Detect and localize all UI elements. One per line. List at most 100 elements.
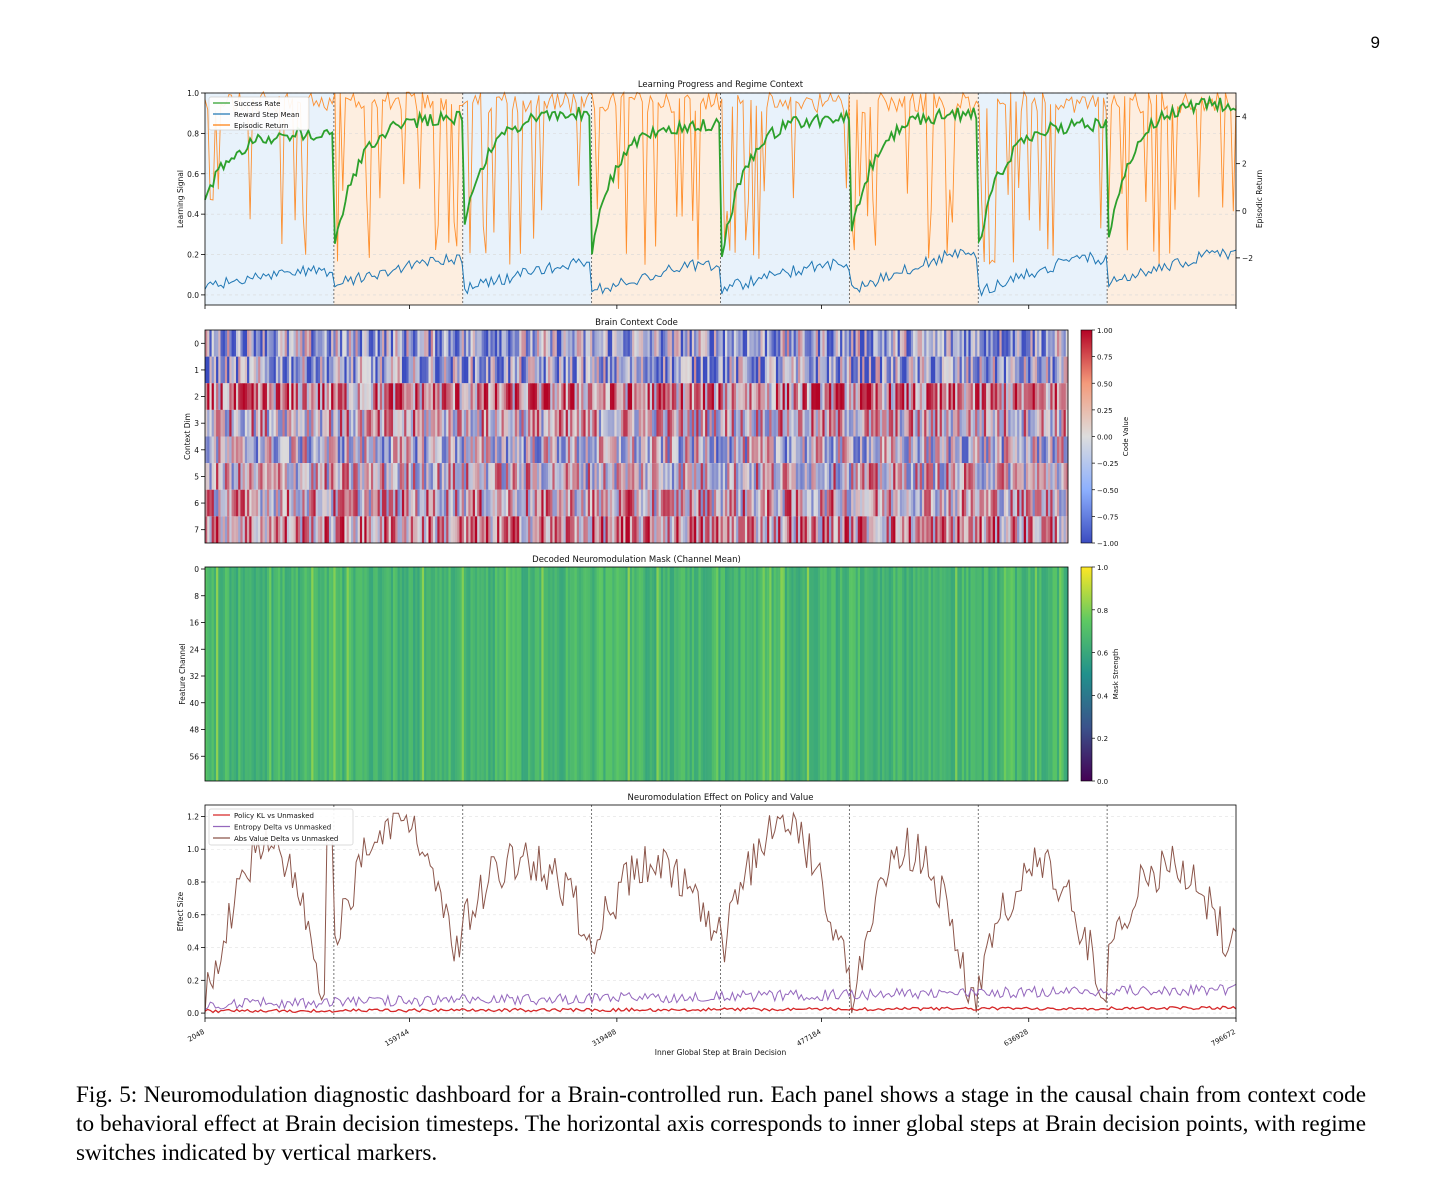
heatmap-cell bbox=[848, 516, 852, 544]
heatmap-column bbox=[452, 567, 456, 781]
heatmap-cell bbox=[937, 516, 940, 544]
heatmap-cell bbox=[897, 383, 901, 410]
heatmap-column bbox=[640, 567, 644, 781]
heatmap-column bbox=[702, 567, 706, 781]
heatmap-cell bbox=[592, 330, 595, 357]
heatmap-column bbox=[269, 567, 272, 781]
heatmap-cell bbox=[933, 409, 936, 437]
heatmap-cell bbox=[884, 489, 887, 517]
heatmap-cell bbox=[550, 330, 553, 357]
heatmap-cell bbox=[705, 516, 708, 544]
heatmap-cell bbox=[687, 409, 690, 437]
heatmap-column bbox=[468, 567, 471, 781]
heatmap-column bbox=[733, 567, 737, 781]
heatmap-cell bbox=[413, 489, 416, 517]
heatmap-cell bbox=[207, 330, 210, 357]
heatmap-cell bbox=[331, 330, 334, 357]
heatmap-cell bbox=[481, 436, 485, 464]
heatmap-cell bbox=[413, 330, 416, 357]
heatmap-cell bbox=[986, 330, 989, 357]
series-policy-kl bbox=[204, 1005, 1237, 1014]
heatmap-column bbox=[293, 567, 297, 781]
heatmap-cell bbox=[229, 330, 232, 357]
heatmap-cell bbox=[373, 356, 376, 384]
heatmap-cell bbox=[373, 383, 376, 410]
heatmap-cell bbox=[572, 356, 575, 384]
heatmap-column bbox=[266, 567, 270, 781]
heatmap-cell bbox=[829, 516, 832, 544]
heatmap-cell bbox=[899, 356, 903, 384]
heatmap-cell bbox=[658, 383, 662, 410]
heatmap-cell bbox=[291, 463, 294, 490]
heatmap-cell bbox=[512, 409, 516, 437]
heatmap-cell bbox=[255, 463, 259, 490]
heatmap-cell bbox=[1061, 356, 1064, 384]
heatmap-cell bbox=[441, 463, 445, 490]
heatmap-cell bbox=[778, 330, 781, 357]
heatmap-cell bbox=[924, 409, 927, 437]
heatmap-column bbox=[481, 567, 485, 781]
heatmap-cell bbox=[550, 356, 553, 384]
heatmap-cell bbox=[988, 516, 991, 544]
heatmap-cell bbox=[868, 463, 872, 490]
heatmap-column bbox=[1041, 567, 1044, 781]
heatmap-cell bbox=[424, 409, 427, 437]
heatmap-cell bbox=[468, 463, 471, 490]
heatmap-cell bbox=[762, 356, 766, 384]
heatmap-cell bbox=[992, 489, 996, 517]
heatmap-cell bbox=[227, 330, 230, 357]
heatmap-cell bbox=[220, 516, 223, 544]
heatmap-column bbox=[1019, 567, 1022, 781]
heatmap-cell bbox=[205, 489, 208, 517]
heatmap-cell bbox=[948, 463, 952, 490]
heatmap-cell bbox=[344, 489, 347, 517]
heatmap-cell bbox=[882, 489, 885, 517]
heatmap-cell bbox=[320, 409, 323, 437]
heatmap-cell bbox=[760, 383, 763, 410]
heatmap-cell bbox=[769, 330, 772, 357]
heatmap-cell bbox=[278, 516, 281, 544]
heatmap-column bbox=[678, 567, 682, 781]
heatmap-column bbox=[315, 567, 319, 781]
heatmap-cell bbox=[983, 436, 987, 464]
y-axis-label: Learning Signal bbox=[176, 170, 185, 228]
heatmap-cell bbox=[563, 409, 566, 437]
heatmap-cell bbox=[616, 463, 620, 490]
heatmap-cell bbox=[333, 436, 336, 464]
heatmap-cell bbox=[399, 436, 403, 464]
heatmap-cell bbox=[297, 356, 301, 384]
heatmap-cell bbox=[1037, 383, 1040, 410]
heatmap-cell bbox=[663, 356, 666, 384]
heatmap-column bbox=[572, 567, 575, 781]
heatmap-cell bbox=[941, 489, 945, 517]
heatmap-cell bbox=[598, 436, 602, 464]
heatmap-cell bbox=[671, 383, 675, 410]
heatmap-cell bbox=[379, 383, 383, 410]
heatmap-cell bbox=[950, 436, 954, 464]
y-tick-label: 8 bbox=[194, 592, 199, 601]
heatmap-column bbox=[627, 567, 631, 781]
heatmap-cell bbox=[426, 356, 429, 384]
heatmap-cell bbox=[472, 330, 476, 357]
heatmap-cell bbox=[977, 356, 980, 384]
heatmap-cell bbox=[725, 330, 728, 357]
heatmap-cell bbox=[957, 409, 960, 437]
y-tick-label: 3 bbox=[194, 419, 199, 428]
heatmap-cell bbox=[698, 516, 701, 544]
heatmap-cell bbox=[474, 409, 478, 437]
heatmap-column bbox=[370, 567, 374, 781]
heatmap-column bbox=[521, 567, 524, 781]
heatmap-cell bbox=[446, 463, 449, 490]
heatmap-cell bbox=[293, 516, 297, 544]
heatmap-column bbox=[941, 567, 945, 781]
heatmap-cell bbox=[459, 383, 462, 410]
heatmap-cell bbox=[585, 409, 589, 437]
heatmap-cell bbox=[760, 356, 763, 384]
heatmap-cell bbox=[855, 330, 859, 357]
heatmap-cell bbox=[576, 409, 580, 437]
heatmap-cell bbox=[950, 516, 954, 544]
heatmap-cell bbox=[592, 356, 595, 384]
heatmap-cell bbox=[353, 409, 356, 437]
heatmap-cell bbox=[390, 330, 394, 357]
heatmap-cell bbox=[1025, 409, 1029, 437]
